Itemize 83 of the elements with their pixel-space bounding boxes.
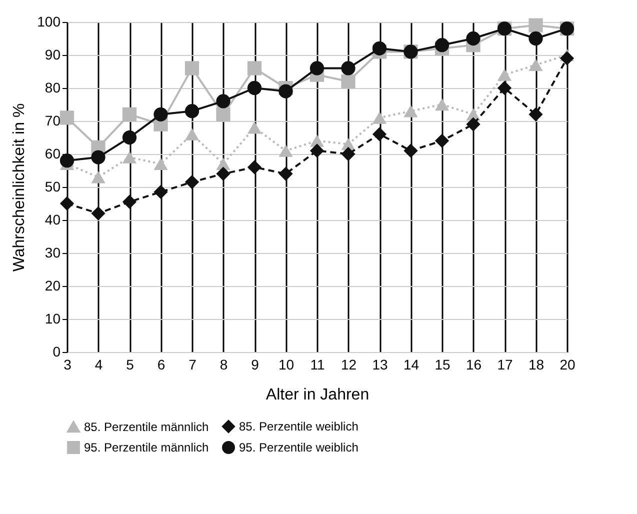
x-tick-label: 8 bbox=[220, 356, 228, 372]
point bbox=[154, 184, 168, 200]
point bbox=[341, 74, 356, 88]
legend-label: 95. Perzentile weiblich bbox=[239, 440, 358, 454]
point bbox=[528, 31, 543, 46]
point bbox=[247, 61, 262, 76]
point bbox=[434, 134, 450, 148]
point bbox=[372, 41, 387, 56]
point bbox=[310, 61, 324, 76]
y-axis-title: Wahrscheinlichkeit in % bbox=[11, 103, 28, 272]
point bbox=[60, 110, 74, 125]
point bbox=[216, 94, 230, 108]
point bbox=[404, 144, 418, 158]
point bbox=[184, 104, 200, 118]
point bbox=[247, 80, 262, 96]
y-tick-label: 0 bbox=[52, 344, 61, 360]
point bbox=[122, 151, 137, 164]
point bbox=[247, 160, 262, 174]
point bbox=[184, 61, 200, 76]
point bbox=[91, 206, 106, 220]
x-tick-label: 4 bbox=[94, 356, 103, 372]
legend-label: 85. Perzentile männlich bbox=[84, 420, 209, 434]
point bbox=[60, 154, 74, 168]
x-tick-label: 12 bbox=[340, 356, 357, 372]
point bbox=[184, 128, 200, 140]
x-tick-label: 17 bbox=[497, 356, 513, 372]
point bbox=[91, 170, 106, 184]
point bbox=[404, 104, 418, 118]
legend-label: 85. Perzentile weiblich bbox=[239, 420, 358, 434]
x-axis-title: Alter in Jahren bbox=[266, 386, 370, 404]
x-tick-label: 18 bbox=[528, 356, 544, 372]
point bbox=[528, 58, 543, 72]
y-tick-label: 100 bbox=[37, 14, 61, 30]
point bbox=[60, 196, 74, 211]
point bbox=[560, 51, 574, 66]
point bbox=[528, 107, 543, 122]
y-tick-label: 30 bbox=[44, 244, 61, 260]
x-tick-label: 13 bbox=[372, 356, 388, 372]
point bbox=[466, 31, 480, 46]
point bbox=[434, 38, 450, 52]
x-tick-label: 15 bbox=[434, 356, 450, 372]
x-tick-label: 7 bbox=[188, 356, 197, 372]
point bbox=[497, 68, 512, 81]
y-tick-label: 10 bbox=[44, 310, 61, 326]
y-tick-label: 40 bbox=[44, 212, 61, 228]
x-tick-label: 14 bbox=[403, 356, 420, 372]
x-tick-label: 10 bbox=[278, 356, 294, 372]
legend-label: 95. Perzentile männlich bbox=[84, 440, 209, 454]
point bbox=[466, 117, 480, 132]
point bbox=[497, 80, 512, 96]
point bbox=[434, 98, 450, 111]
y-tick-label: 20 bbox=[44, 278, 61, 294]
x-tick-label: 6 bbox=[157, 356, 166, 372]
point bbox=[372, 112, 387, 124]
point bbox=[154, 158, 168, 170]
point bbox=[310, 144, 324, 158]
y-tick-label: 60 bbox=[44, 146, 61, 162]
y-tick-label: 50 bbox=[44, 178, 61, 194]
point bbox=[184, 174, 200, 190]
point bbox=[372, 127, 387, 142]
point bbox=[154, 107, 168, 122]
y-tick-label: 70 bbox=[44, 112, 61, 128]
x-tick-label: 3 bbox=[64, 356, 72, 372]
point bbox=[122, 130, 137, 145]
y-tick-label: 90 bbox=[44, 46, 61, 62]
x-tick-label: 16 bbox=[466, 356, 482, 372]
point bbox=[216, 166, 230, 181]
point bbox=[528, 18, 543, 32]
point bbox=[216, 107, 230, 122]
x-tick-label: 20 bbox=[560, 356, 576, 372]
point bbox=[341, 61, 356, 76]
point bbox=[278, 166, 293, 181]
x-tick-label: 11 bbox=[310, 356, 325, 372]
point bbox=[247, 121, 262, 134]
point bbox=[278, 144, 293, 157]
y-tick-label: 80 bbox=[44, 80, 61, 96]
x-tick-label: 5 bbox=[126, 356, 134, 372]
point bbox=[122, 194, 137, 209]
point bbox=[278, 84, 293, 98]
point bbox=[91, 150, 106, 164]
point bbox=[122, 107, 137, 122]
point bbox=[341, 146, 356, 162]
x-tick-label: 9 bbox=[251, 356, 260, 372]
